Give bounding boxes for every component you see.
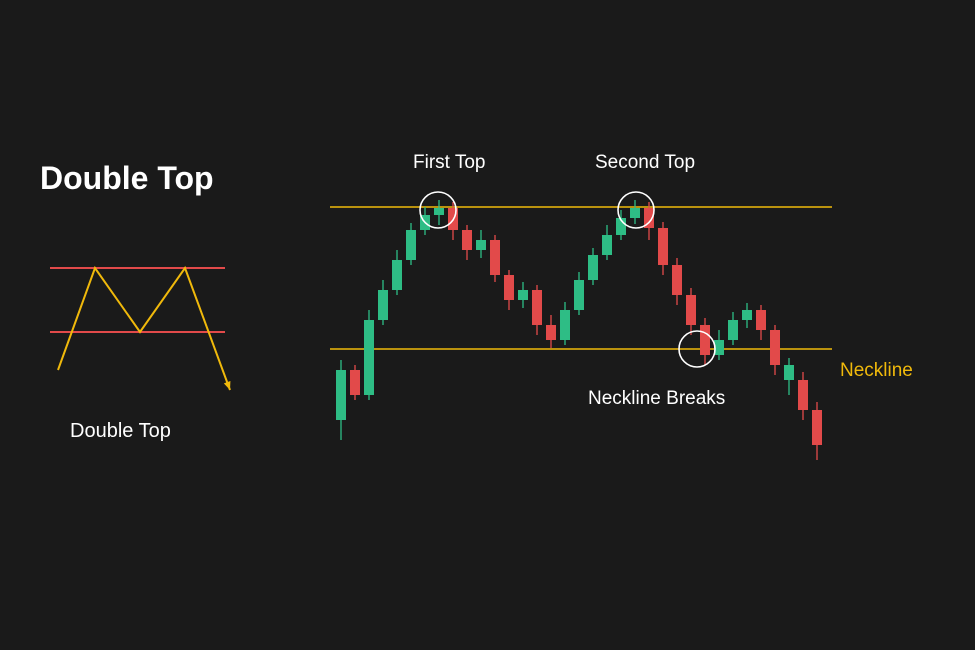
second-top-label: Second Top — [595, 152, 695, 174]
neckline-breaks-label: Neckline Breaks — [588, 388, 725, 410]
first-top-label: First Top — [413, 152, 486, 174]
candlestick-chart — [0, 0, 975, 650]
neckline-label: Neckline — [840, 360, 913, 382]
